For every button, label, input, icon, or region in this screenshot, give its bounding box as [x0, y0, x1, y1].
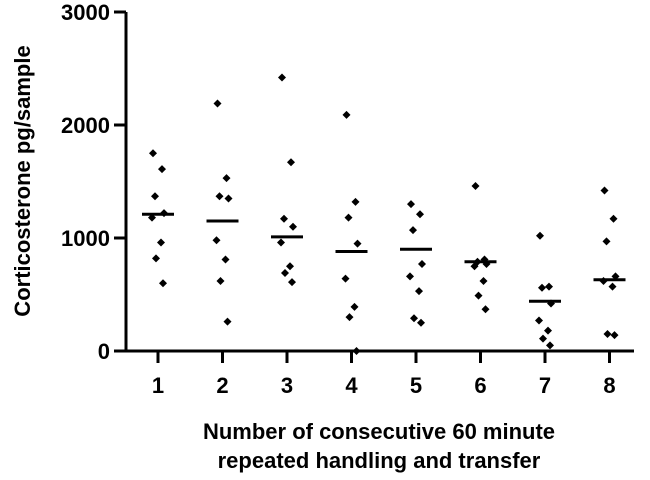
data-point	[479, 276, 488, 285]
data-point	[545, 282, 553, 291]
data-point	[406, 272, 414, 281]
data-point	[222, 174, 231, 183]
data-point	[159, 279, 167, 288]
data-point	[603, 330, 612, 339]
x-tick-label: 4	[345, 373, 358, 398]
data-point	[152, 254, 160, 263]
data-point	[157, 238, 165, 247]
y-tick-label: 0	[98, 339, 110, 364]
data-point	[288, 278, 296, 287]
data-point	[352, 347, 361, 355]
data-point	[410, 314, 418, 323]
data-point	[536, 231, 544, 240]
data-point	[345, 313, 354, 322]
x-tick-label: 5	[410, 373, 422, 398]
data-point	[289, 222, 297, 231]
data-point	[216, 276, 225, 285]
data-point	[158, 165, 166, 174]
data-point	[416, 210, 424, 219]
data-point	[350, 302, 359, 311]
data-point	[415, 287, 423, 296]
x-tick-label: 8	[603, 373, 615, 398]
x-tick-label: 1	[152, 373, 164, 398]
data-point	[600, 186, 609, 195]
data-point	[342, 110, 351, 119]
data-marks	[142, 73, 626, 355]
data-point	[151, 192, 159, 201]
data-point	[351, 197, 360, 206]
data-point	[470, 262, 479, 271]
axes: 0 1000 2000 3000 1 2 3 4 5 6 7 8	[61, 0, 634, 398]
data-point	[353, 239, 362, 248]
x-tick-label: 7	[539, 373, 551, 398]
data-point	[212, 236, 221, 245]
data-point	[281, 269, 289, 278]
data-point	[223, 317, 232, 326]
x-axis-title-line-1: Number of consecutive 60 minute	[203, 419, 555, 444]
x-tick-label: 2	[216, 373, 228, 398]
data-point	[474, 291, 483, 300]
y-tick-label: 2000	[61, 113, 110, 138]
y-tick-label: 1000	[61, 226, 110, 251]
data-point	[221, 255, 230, 264]
x-tick-label: 6	[474, 373, 486, 398]
data-point	[609, 214, 618, 223]
data-point	[280, 214, 288, 223]
data-point	[610, 331, 619, 340]
data-point	[407, 200, 415, 209]
data-point	[544, 326, 552, 335]
data-point	[602, 237, 611, 246]
data-point	[539, 334, 547, 343]
data-point	[418, 259, 426, 268]
data-point	[277, 238, 285, 247]
y-tick-label: 3000	[61, 0, 110, 25]
data-point	[224, 194, 233, 203]
data-point	[535, 316, 543, 325]
data-point	[341, 274, 350, 283]
data-point	[471, 182, 480, 191]
x-axis-title-line-2: repeated handling and transfer	[218, 448, 541, 473]
data-point	[344, 213, 353, 222]
data-point	[215, 192, 224, 201]
data-point	[213, 99, 222, 108]
data-point	[286, 262, 294, 271]
y-axis-title: Corticosterone pg/sample	[10, 45, 35, 316]
data-point	[538, 283, 546, 292]
x-tick-label: 3	[281, 373, 293, 398]
data-point	[417, 318, 425, 327]
data-point	[149, 149, 157, 158]
data-point	[481, 305, 490, 314]
data-point	[278, 73, 286, 82]
data-point	[608, 282, 617, 291]
data-point	[546, 341, 554, 350]
data-point	[409, 226, 417, 235]
data-point	[287, 158, 295, 167]
